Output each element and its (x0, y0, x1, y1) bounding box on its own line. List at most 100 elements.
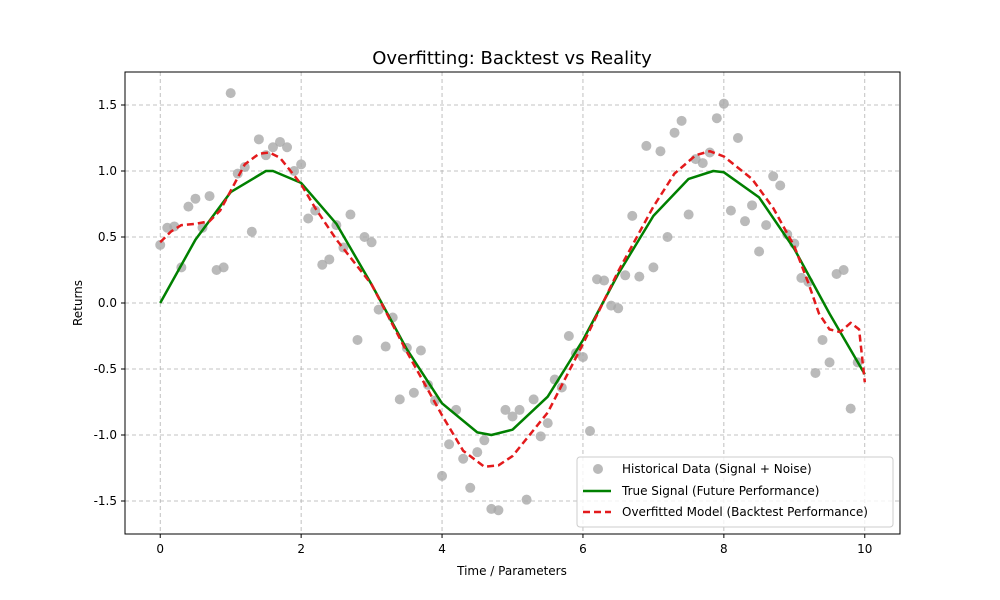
true-signal-line (159, 169, 866, 437)
overfitted-model-line (159, 149, 867, 468)
historical-data-point (577, 352, 588, 363)
x-axis-label: Time / Parameters (456, 564, 567, 578)
x-tick-label: 10 (857, 542, 872, 556)
historical-data-point (415, 345, 426, 356)
historical-data-point (641, 140, 652, 151)
y-tick-label: -1.0 (94, 428, 117, 442)
historical-data-point (155, 239, 166, 250)
historical-data-point (352, 334, 363, 345)
historical-data-point (732, 133, 743, 143)
historical-data-point (444, 439, 455, 450)
historical-data-point (845, 403, 856, 414)
x-tick-label: 4 (438, 542, 446, 556)
historical-data-point (345, 209, 356, 220)
historical-data-point (521, 494, 532, 505)
legend: Historical Data (Signal + Noise) True Si… (576, 456, 894, 528)
historical-data-point (648, 262, 659, 273)
historical-data-point (253, 134, 264, 145)
legend-label-overfitted: Overfitted Model (Backtest Performance) (622, 505, 868, 519)
historical-data-point (634, 271, 645, 282)
historical-data-point (394, 394, 405, 405)
historical-data-point (317, 259, 328, 270)
legend-label-true-signal: True Signal (Future Performance) (621, 484, 819, 498)
y-tick-label: 0.0 (98, 296, 117, 310)
historical-data-point (669, 127, 680, 138)
historical-data-point (465, 482, 476, 493)
historical-data-point (838, 265, 849, 275)
historical-data-point (697, 158, 708, 169)
historical-data-point (507, 411, 518, 422)
legend-label-historical: Historical Data (Signal + Noise) (622, 462, 812, 476)
historical-data-point (662, 232, 673, 242)
lines-layer (159, 149, 867, 468)
historical-data-point (817, 334, 828, 345)
historical-data-point (683, 209, 694, 220)
y-axis-ticks: -1.5 -1.0 -0.5 0.0 0.5 1.0 1.5 (94, 98, 125, 508)
historical-data-point (535, 431, 546, 442)
historical-data-point (169, 221, 180, 232)
historical-data-point (225, 88, 236, 99)
historical-data-point (585, 426, 595, 437)
historical-data-point (324, 254, 335, 265)
historical-data-point (296, 159, 307, 170)
legend-marker-historical (593, 464, 603, 474)
historical-data-point (718, 98, 729, 109)
historical-data-point (528, 394, 539, 405)
historical-data-point (599, 275, 610, 286)
y-tick-label: -0.5 (94, 362, 117, 376)
historical-data-point (775, 180, 786, 191)
historical-data-point (620, 270, 631, 281)
historical-data-point (204, 191, 215, 202)
historical-data-point (711, 113, 722, 124)
historical-data-point (267, 142, 278, 153)
historical-data-point (373, 304, 384, 315)
x-axis-ticks: 0 2 4 6 8 10 (156, 534, 872, 556)
historical-data-point (359, 232, 370, 242)
chart-title: Overfitting: Backtest vs Reality (372, 48, 652, 69)
historical-data-point (514, 404, 525, 415)
historical-data-point (218, 262, 229, 273)
historical-data-point (563, 331, 574, 341)
historical-data-point (768, 171, 779, 182)
historical-data-point (458, 453, 469, 464)
historical-data-point (479, 435, 490, 446)
historical-data-point (824, 357, 835, 368)
y-tick-label: 0.5 (98, 230, 117, 244)
historical-data-point (810, 367, 821, 378)
historical-data-point (183, 201, 194, 212)
historical-data-point (275, 136, 285, 147)
historical-data-point (500, 404, 511, 415)
x-tick-label: 0 (156, 542, 164, 556)
historical-data-point (676, 115, 687, 126)
historical-data-point (310, 205, 321, 216)
historical-data-point (725, 205, 736, 216)
y-tick-label: -1.5 (94, 494, 117, 508)
historical-data-point (740, 216, 750, 227)
historical-data-point (754, 246, 765, 257)
historical-data-point (542, 418, 553, 429)
historical-data-point (408, 387, 419, 398)
historical-data-point (747, 200, 758, 211)
historical-data-point (239, 162, 250, 173)
historical-data-point (437, 470, 448, 481)
historical-data-point (493, 505, 504, 516)
x-tick-label: 2 (297, 542, 305, 556)
historical-data-point (472, 447, 483, 458)
legend-box (576, 456, 894, 528)
historical-data-point (627, 210, 638, 221)
y-tick-label: 1.0 (98, 164, 117, 178)
historical-data-point (190, 193, 201, 204)
x-tick-label: 8 (720, 542, 728, 556)
historical-data-point (655, 146, 666, 157)
historical-data-point (246, 226, 257, 237)
historical-data-point (260, 150, 271, 161)
y-tick-label: 1.5 (98, 98, 117, 112)
historical-data-point (282, 142, 293, 153)
historical-data-point (380, 341, 391, 352)
x-tick-label: 6 (579, 542, 587, 556)
historical-data-point (761, 220, 772, 231)
y-axis-label: Returns (71, 280, 85, 326)
historical-data-point (366, 237, 377, 248)
historical-data-point (613, 303, 624, 314)
